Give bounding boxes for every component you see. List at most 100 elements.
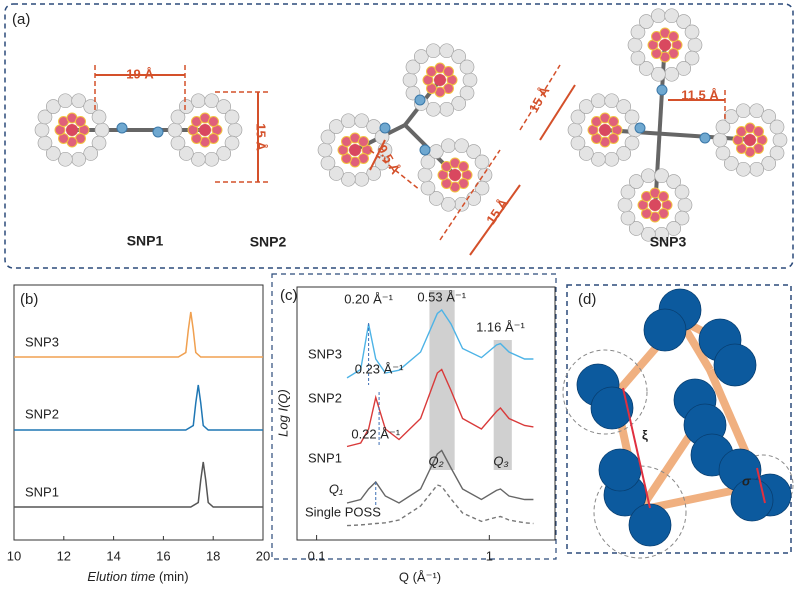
molecule-name: SNP1 xyxy=(127,233,164,249)
peak-label: 0.53 Å⁻¹ xyxy=(417,289,466,304)
atom xyxy=(83,146,99,161)
atom xyxy=(457,161,469,173)
atom xyxy=(441,196,456,212)
atom xyxy=(439,101,454,117)
series-line xyxy=(14,461,263,508)
panel-c-frame xyxy=(271,273,557,560)
atom xyxy=(420,180,436,196)
atom xyxy=(227,122,243,138)
atom xyxy=(749,161,764,177)
dimension-arrow xyxy=(539,84,576,141)
atom xyxy=(71,151,86,167)
peak-label: 0.22 Å⁻¹ xyxy=(351,426,400,441)
domain-circle xyxy=(593,465,687,559)
atom xyxy=(216,146,232,161)
q-label: Q₂ xyxy=(428,453,443,468)
atom xyxy=(628,221,644,236)
atom xyxy=(357,136,369,148)
atom xyxy=(567,122,583,138)
atom xyxy=(651,66,666,82)
atom xyxy=(320,129,336,145)
atom xyxy=(170,109,186,125)
atom xyxy=(191,93,206,109)
atom xyxy=(37,109,53,125)
atom xyxy=(191,151,206,167)
panel-label: (a) xyxy=(12,11,30,28)
atom xyxy=(638,14,654,29)
atom xyxy=(451,49,467,64)
panel-d-frame xyxy=(566,284,792,554)
core xyxy=(199,124,211,136)
dimension-line xyxy=(519,64,561,131)
atom xyxy=(341,171,356,187)
linker-atom xyxy=(634,122,646,134)
atom xyxy=(666,221,682,236)
atom xyxy=(454,138,469,154)
atom xyxy=(91,135,107,151)
atom xyxy=(71,93,86,109)
peak-label: 1.16 Å⁻¹ xyxy=(476,319,525,334)
dimension-arrow xyxy=(369,139,386,171)
series-label: SNP2 xyxy=(308,390,342,405)
atom xyxy=(761,109,777,124)
atom xyxy=(58,93,73,109)
dimension-label: 15 Å xyxy=(254,123,269,151)
atom xyxy=(591,151,606,167)
xi-arrow xyxy=(622,387,651,509)
atom xyxy=(736,161,751,177)
peak-label: 0.23 Å⁻¹ xyxy=(355,361,404,376)
atom xyxy=(178,99,194,114)
atom xyxy=(317,142,333,158)
particle xyxy=(590,386,634,430)
x-axis-label-unit: (min) xyxy=(159,569,189,584)
atom xyxy=(607,116,619,128)
atom xyxy=(667,31,679,43)
atom xyxy=(677,197,693,213)
atom xyxy=(426,101,441,117)
atom xyxy=(624,135,640,151)
atom xyxy=(684,50,700,66)
plot-frame xyxy=(13,284,264,541)
sigma-label: σ xyxy=(742,473,752,488)
atom xyxy=(630,24,646,40)
atom xyxy=(83,99,99,114)
atom xyxy=(413,49,429,64)
panel-label: (d) xyxy=(578,291,596,308)
atom xyxy=(474,180,490,196)
particle xyxy=(643,308,687,352)
panel-a-frame xyxy=(4,3,794,269)
core xyxy=(659,39,671,51)
atom xyxy=(320,155,336,171)
atom xyxy=(167,122,183,138)
atom xyxy=(34,122,50,138)
atom xyxy=(462,72,478,88)
atom xyxy=(616,99,632,114)
atom xyxy=(578,99,594,114)
atom xyxy=(94,122,110,138)
x-tick-label: 1 xyxy=(486,548,493,563)
atom xyxy=(402,72,418,88)
atom xyxy=(417,167,433,183)
atom xyxy=(570,135,586,151)
x-axis-label: Q (Å⁻¹) xyxy=(399,569,441,584)
atom xyxy=(354,113,369,129)
x-tick-label: 18 xyxy=(206,548,220,563)
x-tick-label: 16 xyxy=(156,548,170,563)
plot-frame xyxy=(296,286,556,541)
atom xyxy=(627,37,643,53)
atom xyxy=(91,109,107,125)
atom xyxy=(617,197,633,213)
atom xyxy=(769,119,785,135)
x-tick-label: 10 xyxy=(7,548,21,563)
x-tick-label: 14 xyxy=(106,548,120,563)
atom xyxy=(684,24,700,40)
linker-atom xyxy=(116,122,128,134)
atom xyxy=(58,151,73,167)
atom xyxy=(578,146,594,161)
atom xyxy=(170,135,186,151)
atom xyxy=(426,43,441,59)
q-band xyxy=(493,340,512,470)
atom xyxy=(216,99,232,114)
atom xyxy=(224,109,240,125)
